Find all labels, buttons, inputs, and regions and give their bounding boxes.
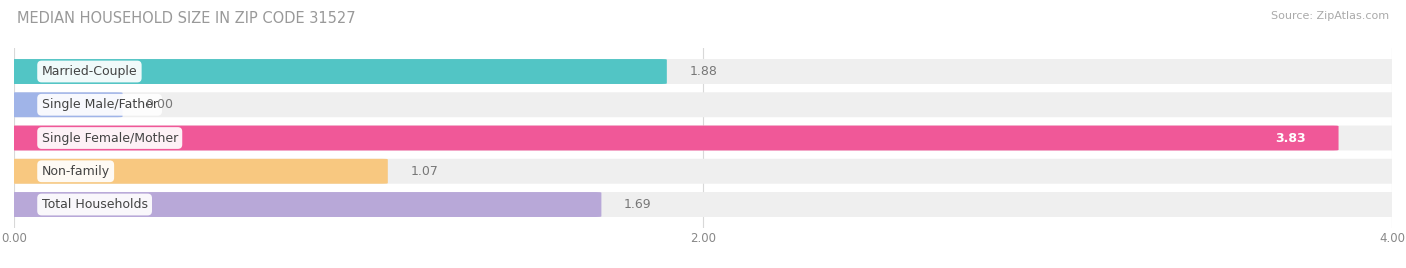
FancyBboxPatch shape (8, 192, 1398, 217)
Text: 0.00: 0.00 (145, 98, 173, 111)
Text: 1.07: 1.07 (411, 165, 439, 178)
Text: Single Female/Mother: Single Female/Mother (42, 132, 179, 144)
Text: 3.83: 3.83 (1275, 132, 1306, 144)
FancyBboxPatch shape (8, 92, 122, 117)
Text: Non-family: Non-family (42, 165, 110, 178)
FancyBboxPatch shape (8, 159, 388, 184)
Text: Single Male/Father: Single Male/Father (42, 98, 157, 111)
FancyBboxPatch shape (8, 159, 1398, 184)
Text: Total Households: Total Households (42, 198, 148, 211)
Text: 1.88: 1.88 (689, 65, 717, 78)
FancyBboxPatch shape (8, 59, 666, 84)
Text: 1.69: 1.69 (624, 198, 651, 211)
FancyBboxPatch shape (8, 59, 1398, 84)
Text: Married-Couple: Married-Couple (42, 65, 138, 78)
FancyBboxPatch shape (8, 125, 1339, 151)
Text: Source: ZipAtlas.com: Source: ZipAtlas.com (1271, 11, 1389, 21)
FancyBboxPatch shape (8, 92, 1398, 117)
FancyBboxPatch shape (8, 192, 602, 217)
FancyBboxPatch shape (8, 125, 1398, 151)
Text: MEDIAN HOUSEHOLD SIZE IN ZIP CODE 31527: MEDIAN HOUSEHOLD SIZE IN ZIP CODE 31527 (17, 11, 356, 26)
